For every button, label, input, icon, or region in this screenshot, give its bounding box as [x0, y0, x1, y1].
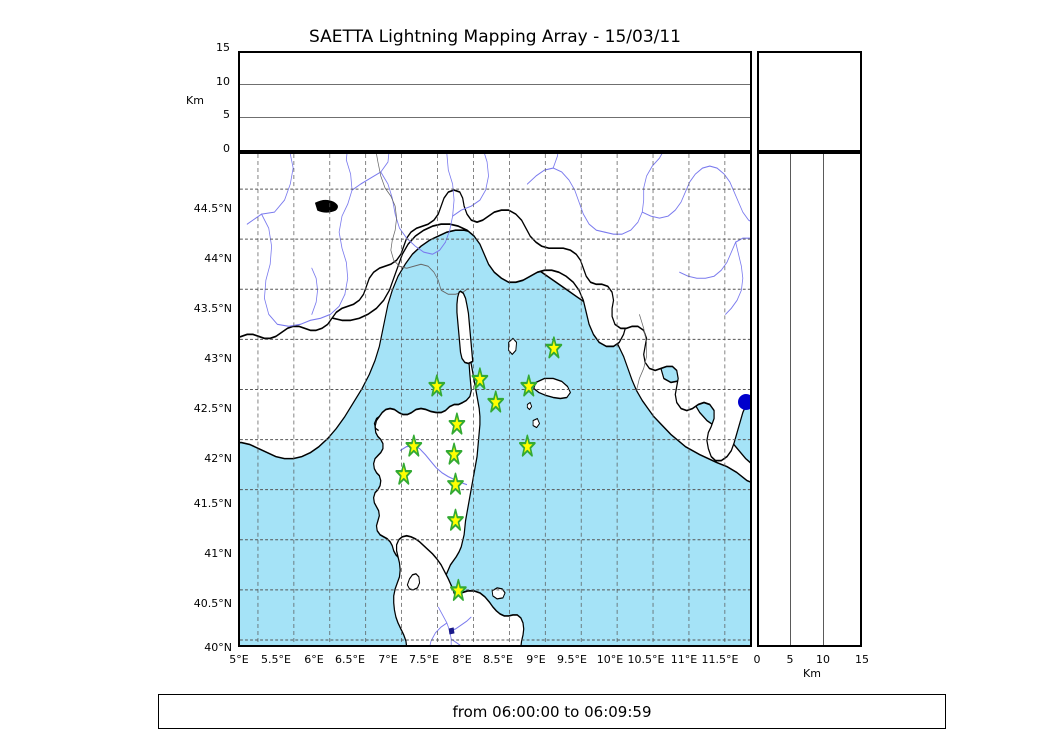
- map-xtick-11_5E: 11.5°E: [701, 653, 739, 666]
- island-pianosa: [532, 417, 540, 429]
- map-panel[interactable]: [238, 152, 752, 647]
- map-xtick-7E: 7°E: [378, 653, 398, 666]
- map-xtick-6_5E: 6.5°E: [335, 653, 365, 666]
- time-range-status-bar[interactable]: from 06:00:00 to 06:09:59: [158, 694, 946, 729]
- right-panel-xtick-10: 10: [816, 653, 830, 666]
- vhf-source-dot[interactable]: [738, 394, 750, 410]
- right-panel-gridline-5: [790, 154, 791, 645]
- island-capraia: [508, 337, 518, 356]
- map-ytick-42: 42°N: [204, 452, 232, 465]
- right-panel-xtick-0: 0: [753, 653, 761, 666]
- map-xtick-7_5E: 7.5°E: [409, 653, 439, 666]
- map-canvas: [240, 154, 750, 645]
- map-xtick-8E: 8°E: [452, 653, 472, 666]
- map-ytick-41_5: 41.5°N: [193, 497, 232, 510]
- island-montecristo: [526, 401, 533, 411]
- time-range-text: from 06:00:00 to 06:09:59: [452, 702, 652, 721]
- right-panel-gridline-10: [823, 154, 824, 645]
- sardinia-nw-cape: [406, 573, 421, 591]
- map-ytick-40_5: 40.5°N: [193, 597, 232, 610]
- map-xtick-11E: 11°E: [670, 653, 698, 666]
- top-panel-gridline-5: [240, 117, 750, 118]
- top-panel-ytick-5: 5: [223, 108, 230, 121]
- coastline-detail: [240, 154, 750, 462]
- island-maddalena: [491, 587, 506, 600]
- coastline-sardinia: [393, 534, 525, 645]
- altitude-vs-latitude-panel[interactable]: [757, 152, 862, 647]
- map-xtick-10E: 10°E: [596, 653, 624, 666]
- top-panel-ytick-15: 15: [216, 41, 230, 54]
- corsica-west-bays: [373, 415, 380, 432]
- corner-panel: [757, 51, 862, 152]
- sardinia: [393, 534, 525, 645]
- map-ytick-43_5: 43.5°N: [193, 302, 232, 315]
- top-panel-ytick-0: 0: [223, 142, 230, 155]
- map-xtick-8_5E: 8.5°E: [483, 653, 513, 666]
- map-xtick-5E: 5°E: [229, 653, 249, 666]
- map-ytick-40: 40°N: [204, 641, 232, 654]
- top-panel-ytick-10: 10: [216, 75, 230, 88]
- map-ytick-44: 44°N: [204, 252, 232, 265]
- cap-corse: [456, 290, 474, 365]
- map-svg: [240, 154, 750, 645]
- map-ytick-41: 41°N: [204, 547, 232, 560]
- top-panel-gridline-10: [240, 84, 750, 85]
- coastline-north: [240, 154, 750, 462]
- coastal-feature-lagoon: [314, 199, 338, 213]
- right-panel-xlabel: Km: [803, 667, 821, 680]
- map-xtick-10_5E: 10.5°E: [627, 653, 665, 666]
- map-xtick-9E: 9°E: [526, 653, 546, 666]
- page-title: SAETTA Lightning Mapping Array - 15/03/1…: [309, 27, 681, 47]
- islands-tuscan: [508, 337, 571, 429]
- map-ytick-42_5: 42.5°N: [193, 402, 232, 415]
- rivers: [246, 154, 750, 327]
- map-xtick-9_5E: 9.5°E: [557, 653, 587, 666]
- right-panel-xtick-5: 5: [786, 653, 794, 666]
- sardinia-lake-1: [448, 627, 455, 635]
- right-panel-xtick-15: 15: [855, 653, 869, 666]
- top-panel-ylabel: Km: [186, 94, 204, 107]
- map-ytick-44_5: 44.5°N: [193, 202, 232, 215]
- map-ytick-43: 43°N: [204, 352, 232, 365]
- altitude-vs-longitude-panel[interactable]: [238, 51, 752, 152]
- map-gridlines: [240, 154, 750, 645]
- island-elba: [533, 377, 571, 400]
- political-borders: [376, 154, 647, 391]
- map-xtick-6E: 6°E: [304, 653, 324, 666]
- map-xtick-5_5E: 5.5°E: [261, 653, 291, 666]
